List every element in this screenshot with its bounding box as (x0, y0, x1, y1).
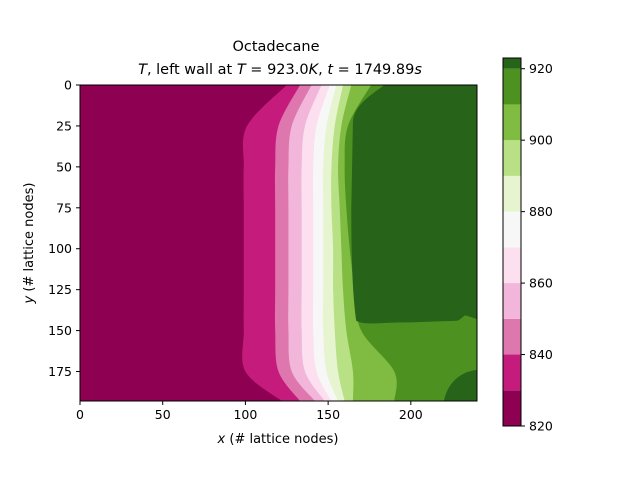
y-axis-label: y (# lattice nodes) (22, 183, 37, 305)
colorbar-ticks: 820 840 860 880 900 920 (521, 61, 553, 434)
colorbar-tick-label: 860 (529, 276, 553, 291)
x-axis-label: x (# lattice nodes) (217, 432, 339, 447)
colorbar-frame (502, 57, 522, 427)
plot-area: 0 50 100 150 200 0 25 50 75 100 125 150 175 (48, 78, 478, 422)
y-tick-label: 175 (48, 364, 72, 379)
colorbar-tick-label: 820 (529, 419, 553, 434)
y-tick-label: 150 (48, 323, 72, 338)
y-tick-label: 25 (56, 118, 72, 133)
colorbar-cell-910 (503, 68, 521, 105)
colorbar-cell-890 (503, 140, 521, 176)
band-920-corner (443, 369, 477, 401)
x-axis-ticks: 0 50 100 150 200 (76, 401, 423, 422)
colorbar-cell-820 (503, 390, 521, 426)
colorbar-tick-label: 880 (529, 204, 553, 219)
y-tick-label: 125 (48, 282, 72, 297)
colorbar-tick-label: 840 (529, 347, 553, 362)
band-920 (351, 85, 477, 324)
colorbar-cell-830 (503, 354, 521, 391)
x-tick-label: 100 (233, 407, 257, 422)
chart-subtitle: T, left wall at T = 923.0K, t = 1749.89s (138, 62, 422, 78)
colorbar-cell-900 (503, 104, 521, 141)
chart-title: Octadecane (232, 39, 319, 55)
colorbar-cell-870 (503, 211, 521, 248)
contour-bands (80, 85, 477, 401)
colorbar-cell-880 (503, 175, 521, 212)
y-tick-label: 75 (56, 200, 72, 215)
colorbar-cell-850 (503, 283, 521, 319)
y-tick-label: 100 (48, 241, 72, 256)
plot-frame (79, 84, 478, 402)
y-tick-label: 50 (56, 159, 72, 174)
x-tick-label: 200 (399, 407, 423, 422)
colorbar: 820 840 860 880 900 920 (502, 57, 553, 434)
x-tick-label: 150 (316, 407, 340, 422)
x-tick-label: 50 (155, 407, 171, 422)
colorbar-cell-920 (503, 58, 521, 69)
y-tick-label: 0 (64, 78, 72, 93)
colorbar-tick-label: 920 (529, 61, 553, 76)
x-tick-label: 0 (76, 407, 84, 422)
y-axis-ticks: 0 25 50 75 100 125 150 175 (48, 78, 80, 379)
colorbar-tick-label: 900 (529, 133, 553, 148)
colorbar-cell-860 (503, 247, 521, 284)
colorbar-cells (503, 58, 521, 426)
colorbar-cell-840 (503, 318, 521, 355)
